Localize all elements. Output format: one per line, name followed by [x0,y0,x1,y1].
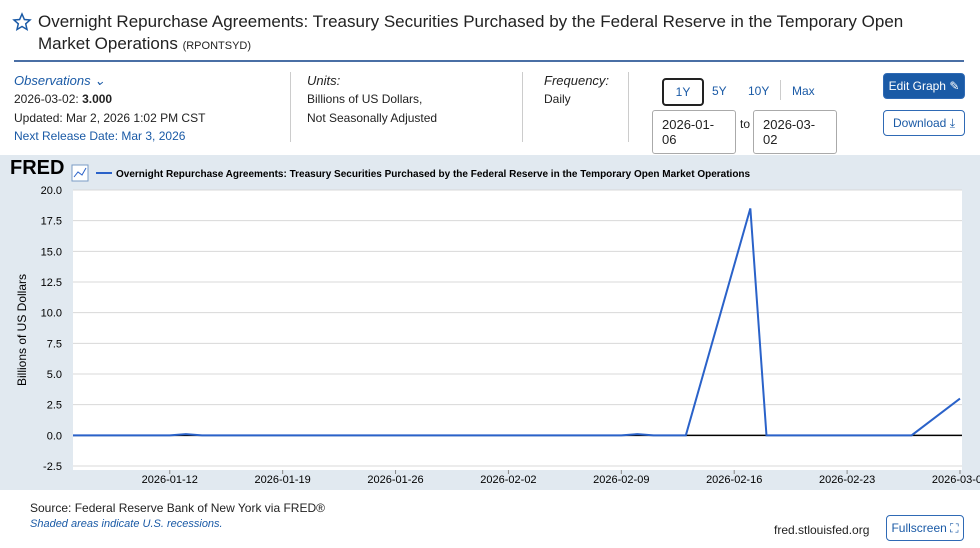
x-tick-label: 2026-01-12 [142,474,198,486]
y-tick-label: 12.5 [41,277,62,289]
recession-note: Shaded areas indicate U.S. recessions. [30,518,223,530]
range-button[interactable]: 10Y [748,84,770,98]
x-tick-label: 2026-02-23 [819,474,875,486]
observations-text: Observations [14,73,91,88]
range-button[interactable]: 1Y [662,78,704,106]
sep [780,80,781,100]
y-tick-label: 20.0 [41,185,62,197]
x-tick-label: 2026-02-02 [480,474,536,486]
legend-label: Overnight Repurchase Agreements: Treasur… [116,169,751,180]
sep [290,72,291,142]
y-tick-label: 15.0 [41,246,62,258]
sep [628,72,629,142]
frequency: Daily [544,92,571,106]
x-tick-label: 2026-01-26 [367,474,423,486]
units-1: Billions of US Dollars, [307,92,423,106]
obs-value: 3.000 [82,92,113,106]
y-tick-label: -2.5 [43,461,62,473]
range-button[interactable]: 5Y [712,84,727,98]
y-tick-label: 0.0 [47,430,62,442]
title-text: Overnight Repurchase Agreements: Treasur… [38,12,904,53]
series-line [73,208,961,437]
x-tick-label: 2026-01-19 [255,474,311,486]
edit-graph-button[interactable]: Edit Graph ✎ [883,73,965,99]
fullscreen-text: Fullscreen [891,521,947,535]
y-tick-label: 7.5 [47,338,62,350]
series-id: (RPONTSYD) [182,40,252,52]
edit-text: Edit Graph [888,79,946,93]
logo-line [73,167,87,178]
source: Source: Federal Reserve Bank of New York… [30,501,325,515]
start-date[interactable]: 2026-01-06 [652,110,736,154]
download-button[interactable]: Download ⤓ [883,110,965,136]
star-icon[interactable] [12,12,32,32]
units-2: Not Seasonally Adjusted [307,111,438,125]
frequency-label: Frequency: [544,73,610,88]
obs-date: 2026-03-02: [14,92,79,106]
plot-area [73,190,962,470]
fred-logo: FRED [10,157,64,179]
y-tick-label: 2.5 [47,400,62,412]
fullscreen-button[interactable]: Fullscreen ⛶ [886,515,964,541]
units-label: Units: [307,73,341,88]
end-date[interactable]: 2026-03-02 [753,110,837,154]
x-tick-label: 2026-02-09 [593,474,649,486]
chart: FRED Overnight Repurchase Agreements: Tr… [0,155,980,490]
y-tick-label: 5.0 [47,369,62,381]
sep [522,72,523,142]
y-tick-label: 10.0 [41,308,62,320]
site[interactable]: fred.stlouisfed.org [774,523,870,537]
observations-label[interactable]: Observations ⌄ [14,73,106,88]
y-axis-label: Billions of US Dollars [15,274,29,386]
title: Overnight Repurchase Agreements: Treasur… [38,11,958,57]
obs-line: 2026-03-02: 3.000 [14,92,112,106]
next-release[interactable]: Next Release Date: Mar 3, 2026 [14,129,186,143]
x-tick-label: 2026-02-16 [706,474,762,486]
range-button[interactable]: Max [792,84,815,98]
x-tick-label: 2026-03-02 [932,474,980,486]
y-tick-label: 17.5 [41,216,62,228]
download-text: Download [892,116,947,130]
updated: Updated: Mar 2, 2026 1:02 PM CST [14,111,206,125]
divider [14,60,964,62]
to-label: to [740,117,751,131]
